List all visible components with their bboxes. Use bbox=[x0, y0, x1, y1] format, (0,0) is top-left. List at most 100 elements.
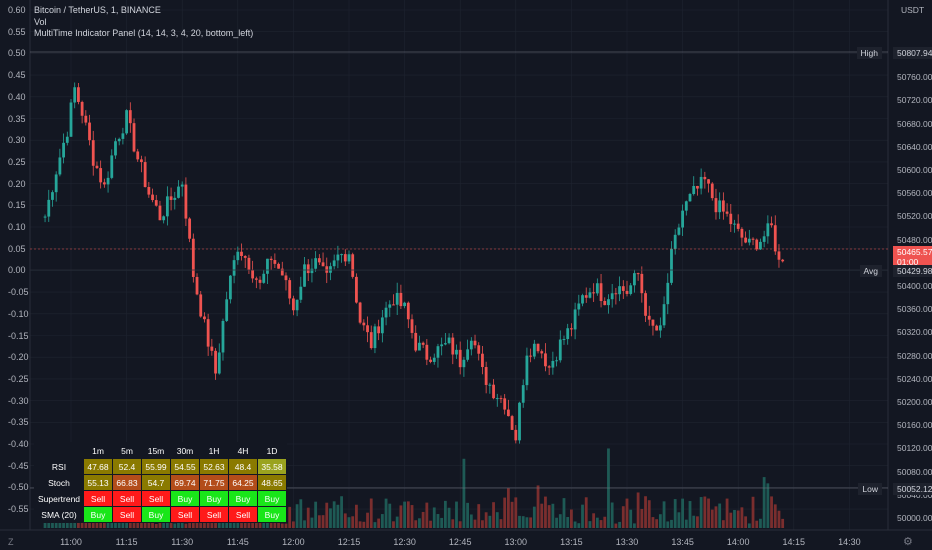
candle-body bbox=[688, 194, 692, 202]
candle-body bbox=[299, 286, 303, 300]
candle-body bbox=[284, 275, 288, 281]
candle-body bbox=[495, 398, 499, 400]
candle-body bbox=[266, 258, 269, 274]
volume-bar bbox=[418, 518, 421, 528]
candle-body bbox=[362, 322, 366, 326]
right-axis-tick: 50280.00 bbox=[897, 350, 932, 361]
candle-body bbox=[225, 299, 229, 321]
volume-bar bbox=[725, 498, 729, 528]
table-cell: Sell bbox=[170, 506, 200, 523]
table-cell: Buy bbox=[83, 506, 113, 523]
candle-body bbox=[499, 398, 503, 400]
volume-bar bbox=[288, 506, 292, 528]
timezone-toggle-icon[interactable]: Z bbox=[8, 537, 14, 547]
left-axis-tick: -0.40 bbox=[8, 439, 29, 449]
candle-body bbox=[581, 295, 584, 304]
candle-body bbox=[151, 194, 154, 201]
table-cell: Sell bbox=[112, 490, 142, 507]
candle-body bbox=[514, 429, 518, 441]
volume-bar bbox=[469, 514, 473, 528]
candle-body bbox=[232, 260, 236, 276]
volume-bar bbox=[362, 521, 366, 528]
volume-bar bbox=[584, 497, 588, 528]
volume-bar bbox=[573, 521, 577, 528]
left-axis-tick: -0.15 bbox=[8, 330, 29, 341]
candle-body bbox=[440, 344, 444, 347]
candle-body bbox=[303, 264, 306, 287]
candle-body bbox=[355, 276, 358, 303]
candle-body bbox=[95, 165, 99, 169]
volume-bar bbox=[699, 497, 703, 528]
candle-body bbox=[128, 110, 132, 124]
table-cell: Buy bbox=[228, 490, 258, 507]
volume-bar bbox=[62, 521, 65, 528]
candle-body bbox=[744, 237, 748, 243]
volume-bar bbox=[314, 501, 318, 528]
left-axis-tick: -0.30 bbox=[8, 395, 29, 406]
candle-body bbox=[162, 216, 166, 221]
volume-bar bbox=[462, 458, 466, 528]
candle-body bbox=[692, 185, 696, 195]
symbol-title[interactable]: Bitcoin / TetherUS, 1, BINANCE bbox=[34, 5, 161, 15]
volume-bar bbox=[95, 518, 99, 528]
current-price-value: 50465.57 bbox=[897, 247, 932, 257]
row-label: Supertrend bbox=[34, 490, 84, 507]
volume-bar bbox=[195, 519, 199, 528]
candle-body bbox=[340, 254, 343, 256]
tf-header: 5m bbox=[112, 442, 142, 459]
table-corner bbox=[34, 442, 84, 459]
volume-bar bbox=[399, 505, 403, 528]
volume-bar bbox=[647, 500, 651, 528]
volume-bar bbox=[681, 498, 684, 528]
candle-body bbox=[436, 346, 440, 358]
candle-body bbox=[191, 238, 195, 277]
time-axis-tick: 11:30 bbox=[171, 537, 194, 547]
volume-bar bbox=[666, 521, 670, 528]
volume-bar bbox=[773, 504, 777, 528]
candle-body bbox=[132, 123, 136, 152]
volume-bar bbox=[610, 502, 614, 528]
volume-bar bbox=[729, 512, 733, 528]
volume-bar bbox=[258, 521, 262, 528]
volume-indicator-label[interactable]: Vol bbox=[34, 16, 47, 27]
candle-body bbox=[106, 177, 110, 185]
volume-bar bbox=[299, 499, 303, 528]
settings-gear-icon[interactable]: ⚙ bbox=[903, 536, 913, 548]
time-axis-tick: 13:00 bbox=[504, 537, 528, 547]
table-header-row: 1m 5m 15m 30m 1H 4H 1D bbox=[34, 442, 287, 459]
volume-bar bbox=[518, 515, 521, 528]
candle-body bbox=[418, 342, 421, 351]
volume-bar bbox=[406, 501, 410, 528]
candle-body bbox=[206, 319, 210, 347]
candle-body bbox=[536, 343, 540, 352]
candle-body bbox=[351, 254, 355, 277]
volume-bar bbox=[707, 498, 710, 528]
volume-bar bbox=[777, 510, 781, 528]
currency-selector[interactable]: USDT bbox=[901, 5, 925, 15]
candle-body bbox=[762, 236, 766, 242]
candle-body bbox=[633, 273, 636, 286]
left-axis-tick: 0.50 bbox=[8, 48, 26, 59]
candle-body bbox=[47, 199, 51, 217]
volume-bar bbox=[455, 501, 458, 528]
volume-bar bbox=[403, 501, 406, 528]
candle-body bbox=[117, 138, 121, 142]
left-axis-tick: -0.10 bbox=[8, 308, 29, 319]
candle-body bbox=[592, 292, 596, 294]
candle-body bbox=[540, 351, 544, 354]
candle-body bbox=[629, 285, 633, 294]
right-axis-tick: 50240.00 bbox=[897, 373, 932, 384]
indicator-panel-label[interactable]: MultiTime Indicator Panel (14, 14, 3, 4,… bbox=[34, 28, 254, 38]
right-axis-tick: 50760.00 bbox=[897, 72, 932, 83]
volume-bar bbox=[447, 507, 451, 528]
volume-bar bbox=[636, 492, 640, 528]
volume-bar bbox=[295, 504, 299, 528]
volume-bar bbox=[633, 523, 636, 528]
candle-body bbox=[451, 337, 455, 355]
high-label: High bbox=[856, 47, 882, 59]
table-cell: Buy bbox=[199, 490, 229, 507]
candle-body bbox=[770, 223, 773, 226]
candle-body bbox=[488, 384, 492, 386]
candle-body bbox=[247, 257, 251, 270]
